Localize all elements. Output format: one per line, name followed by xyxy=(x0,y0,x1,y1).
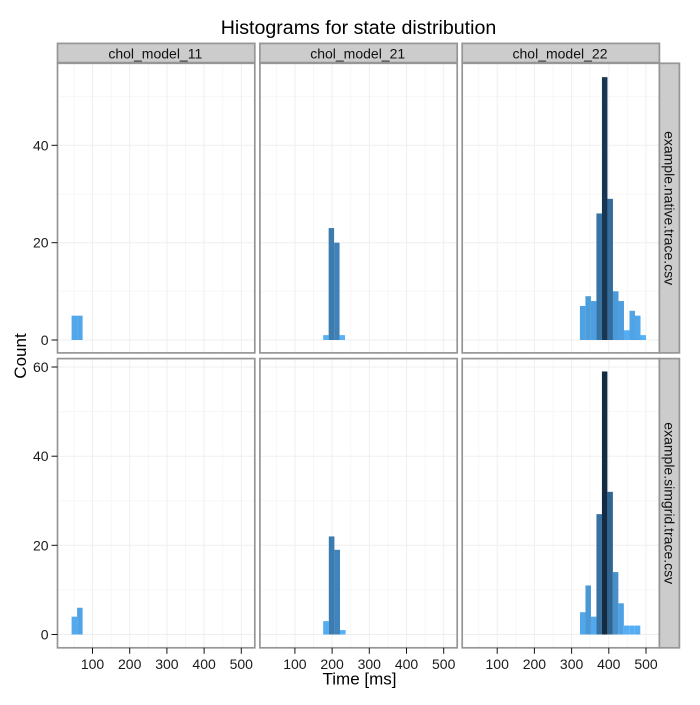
svg-text:300: 300 xyxy=(358,656,382,672)
svg-text:400: 400 xyxy=(395,656,419,672)
svg-text:100: 100 xyxy=(81,656,105,672)
svg-text:example.native.trace.csv: example.native.trace.csv xyxy=(661,131,677,285)
svg-text:0: 0 xyxy=(41,332,49,348)
svg-text:Time [ms]: Time [ms] xyxy=(323,670,397,689)
svg-text:400: 400 xyxy=(597,656,621,672)
svg-text:20: 20 xyxy=(33,235,49,251)
svg-text:300: 300 xyxy=(560,656,584,672)
svg-text:200: 200 xyxy=(118,656,142,672)
svg-text:40: 40 xyxy=(33,137,49,153)
svg-text:300: 300 xyxy=(155,656,179,672)
svg-text:chol_model_11: chol_model_11 xyxy=(108,46,202,62)
svg-text:Histograms for state distribut: Histograms for state distribution xyxy=(221,17,497,39)
svg-text:Count: Count xyxy=(11,333,30,379)
svg-text:100: 100 xyxy=(283,656,307,672)
svg-text:200: 200 xyxy=(320,656,344,672)
svg-text:chol_model_21: chol_model_21 xyxy=(310,46,405,62)
svg-text:20: 20 xyxy=(33,537,49,553)
svg-text:chol_model_22: chol_model_22 xyxy=(513,46,608,62)
svg-text:500: 500 xyxy=(432,656,456,672)
svg-text:40: 40 xyxy=(33,448,49,464)
svg-text:500: 500 xyxy=(230,656,254,672)
svg-text:500: 500 xyxy=(634,656,658,672)
svg-text:100: 100 xyxy=(486,656,510,672)
svg-text:200: 200 xyxy=(523,656,547,672)
svg-text:400: 400 xyxy=(192,656,216,672)
svg-text:example.simgrid.trace.csv: example.simgrid.trace.csv xyxy=(661,422,677,584)
svg-text:60: 60 xyxy=(33,359,49,375)
svg-text:0: 0 xyxy=(41,627,49,643)
